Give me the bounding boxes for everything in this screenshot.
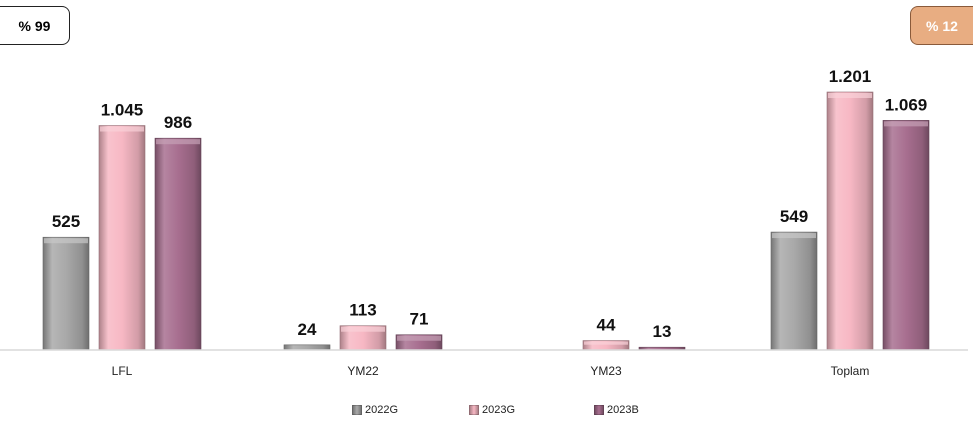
- bar-2023G-lfl: [98, 125, 146, 351]
- lfl-growth-badge: % 99: [0, 6, 70, 45]
- legend-swatch: [352, 405, 362, 415]
- bar-highlight: [584, 341, 628, 345]
- data-label: 1.201: [829, 67, 872, 86]
- bar-2023B-toplam: [882, 120, 930, 351]
- total-growth-text: % 12: [926, 17, 958, 34]
- lfl-growth-text: % 99: [18, 17, 51, 34]
- legend-item-2022G: 2022G: [352, 404, 398, 416]
- legend-swatch: [594, 405, 604, 415]
- x-tick-label: YM23: [590, 364, 622, 378]
- bar-2023G-toplam: [826, 91, 874, 351]
- bar-highlight: [156, 139, 200, 145]
- x-axis-labels: LFL YM22 YM23 Toplam: [112, 364, 870, 378]
- value-labels: 525 1.045 986 24 113 71 44 13 549 1.201 1.069: [52, 67, 927, 341]
- legend-swatch: [469, 405, 479, 415]
- bar-highlight: [44, 238, 88, 244]
- data-label: 71: [410, 310, 429, 329]
- legend-label: 2022G: [365, 404, 399, 416]
- bar-2022G-toplam: [770, 231, 818, 351]
- bars-group: [42, 91, 930, 351]
- data-label: 986: [164, 113, 192, 132]
- legend-label: 2023B: [607, 404, 639, 416]
- data-label: 113: [349, 301, 376, 320]
- data-label: 13: [653, 322, 672, 341]
- bar-highlight: [100, 126, 144, 132]
- bar-highlight: [884, 121, 928, 127]
- bar-highlight: [772, 233, 816, 239]
- bar-chart: LFL YM22 YM23 Toplam 525 1.045 986 24 113 71 44 13…: [0, 67, 968, 378]
- x-tick-label: LFL: [112, 364, 133, 378]
- legend-item-2023B: 2023B: [594, 404, 639, 416]
- bar-2023B-lfl: [154, 137, 202, 351]
- x-tick-label: Toplam: [831, 364, 870, 378]
- data-label: 44: [597, 316, 616, 335]
- data-label: 525: [52, 212, 80, 231]
- legend-item-2023G: 2023G: [469, 404, 515, 416]
- bar-highlight: [828, 93, 872, 98]
- bar-2022G-lfl: [42, 236, 90, 351]
- data-label: 1.069: [885, 95, 928, 114]
- bar-highlight: [341, 326, 385, 332]
- bar-highlight: [397, 335, 441, 341]
- legend: 2022G 2023G 2023B: [0, 404, 973, 420]
- data-label: 24: [298, 320, 317, 339]
- total-growth-badge: % 12: [910, 6, 973, 45]
- data-label: 1.045: [101, 101, 144, 120]
- x-tick-label: YM22: [347, 364, 379, 378]
- legend-label: 2023G: [482, 404, 516, 416]
- data-label: 549: [780, 207, 808, 226]
- bar-2022G-ym22: [283, 344, 331, 351]
